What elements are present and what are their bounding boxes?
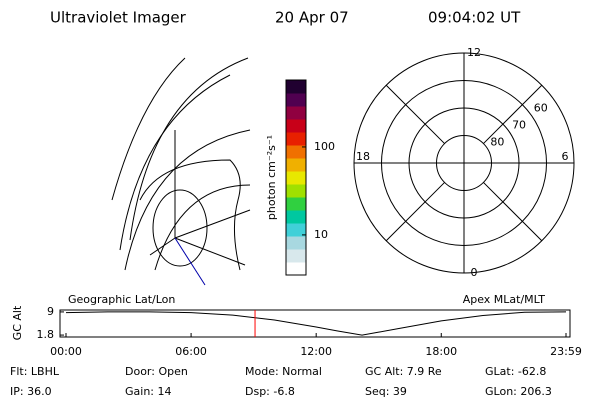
color-step	[286, 93, 306, 107]
polar-spoke	[483, 84, 543, 144]
x-tick-label: 23:59	[550, 345, 582, 358]
polar-hour-label: 0	[471, 266, 478, 279]
timeline-frame	[59, 309, 571, 338]
polar-hour-label: 12	[467, 46, 481, 59]
color-step	[286, 106, 306, 120]
map	[111, 57, 251, 286]
info-field: GLon: 206.3	[485, 385, 552, 398]
info-field: Door: Open	[125, 365, 188, 378]
color-step	[286, 262, 306, 276]
color-step	[286, 223, 306, 237]
right-label: Apex MLat/MLT	[463, 293, 546, 306]
polar-ring-label: 60	[534, 102, 548, 115]
date: 20 Apr 07	[275, 9, 349, 27]
color-step	[286, 80, 306, 94]
colorbar-tick-label: 100	[314, 140, 335, 153]
info-field: IP: 36.0	[10, 385, 52, 398]
colorbar-label: photon cm⁻²s⁻¹	[265, 135, 278, 220]
info-field: GC Alt: 7.9 Re	[365, 365, 442, 378]
polar-spoke	[385, 182, 445, 242]
color-step	[286, 158, 306, 172]
x-tick-label: 00:00	[50, 345, 82, 358]
y-axis-label: GC Alt	[11, 305, 24, 340]
color-step	[286, 249, 306, 263]
color-step	[286, 119, 306, 133]
color-step	[286, 145, 306, 159]
polar-ring-label: 80	[490, 135, 504, 148]
info-field: GLat: -62.8	[485, 365, 546, 378]
polar-ring-label: 70	[512, 118, 526, 131]
color-step	[286, 171, 306, 185]
left-label: Geographic Lat/Lon	[68, 293, 175, 306]
time: 09:04:02 UT	[428, 9, 521, 27]
color-step	[286, 236, 306, 250]
info-field: Seq: 39	[365, 385, 407, 398]
colorbar-tick-label: 10	[314, 228, 328, 241]
color-step	[286, 197, 306, 211]
color-step	[286, 184, 306, 198]
y-tick-label: 1.8	[37, 328, 55, 341]
y-tick-label: 9	[47, 305, 54, 318]
polar-spoke	[483, 182, 543, 242]
polar-hour-label: 18	[356, 150, 370, 163]
info-field: Gain: 14	[125, 385, 172, 398]
color-step	[286, 210, 306, 224]
colorbar-frame	[285, 79, 307, 276]
title: Ultraviolet Imager	[50, 9, 187, 27]
x-tick-label: 12:00	[300, 345, 332, 358]
gc-alt-line	[65, 311, 567, 336]
color-step	[286, 132, 306, 146]
info-field: Mode: Normal	[245, 365, 322, 378]
polar-spoke	[385, 84, 445, 144]
info-field: Flt: LBHL	[10, 365, 60, 378]
x-tick-label: 06:00	[175, 345, 207, 358]
polar-hour-label: 6	[562, 150, 569, 163]
info-field: Dsp: -6.8	[245, 385, 295, 398]
x-tick-label: 18:00	[425, 345, 457, 358]
